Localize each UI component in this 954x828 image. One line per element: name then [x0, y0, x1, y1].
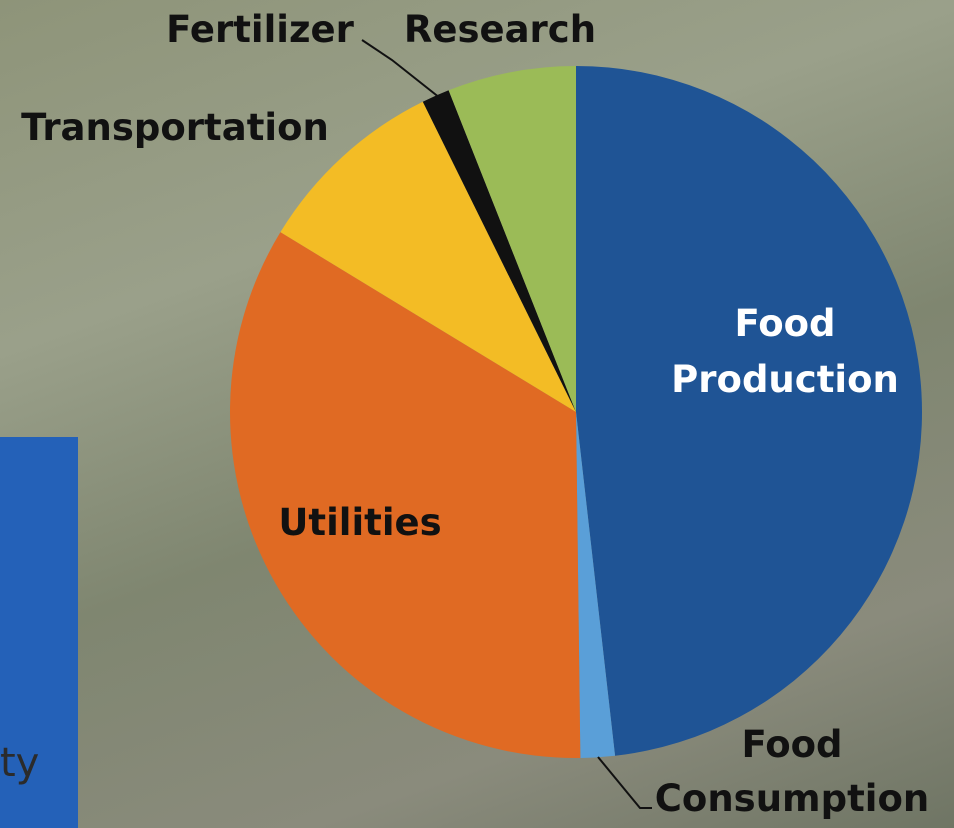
slice-label: Utilities: [260, 495, 460, 551]
slice-label: Research: [395, 2, 605, 58]
page: ty (() => { const data = JSON.parse(docu…: [0, 0, 954, 828]
slice-label: Transportation: [10, 100, 340, 156]
pie-slice: [576, 66, 922, 756]
slice-label: Fertilizer: [145, 2, 375, 58]
slice-label: Food Consumption: [632, 718, 952, 825]
slice-label: Food Production: [650, 296, 920, 407]
